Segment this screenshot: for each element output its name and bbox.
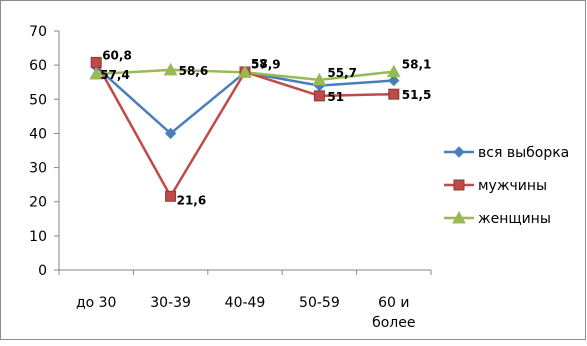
data-label: 58,1: [402, 58, 432, 72]
y-tick-label: 40: [29, 126, 47, 142]
data-point: [238, 65, 252, 78]
data-point: [90, 56, 102, 68]
data-label: 55,7: [327, 66, 357, 80]
x-tick-label: 40-49: [225, 295, 266, 311]
data-labels: 60,8 21,6 58 51 51,5 57,4 58,6 57,9 55,7 58,1: [100, 48, 431, 207]
legend-marker: [453, 179, 465, 191]
x-tick-label: 60 и: [378, 295, 409, 311]
data-point: [163, 62, 178, 76]
legend-label: женщины: [478, 211, 551, 227]
x-tick-label: 50-59: [299, 295, 340, 311]
legend-entry: женщины: [444, 210, 551, 227]
x-tick-label: 30-39: [150, 295, 191, 311]
legend-entry: мужчины: [444, 178, 547, 194]
y-tick-label: 70: [29, 24, 47, 40]
legend-marker: [453, 146, 465, 158]
y-tick-label: 20: [29, 195, 47, 211]
data-point: [313, 90, 325, 102]
data-point: [164, 127, 177, 140]
data-label: 21,6: [177, 193, 207, 207]
x-tick-label: до 30: [76, 295, 117, 311]
y-tick-label: 30: [29, 161, 47, 177]
series-lines: [89, 56, 401, 202]
data-point: [312, 72, 327, 86]
data-point: [386, 64, 401, 78]
data-point: [388, 74, 400, 87]
x-tick-label: более: [372, 315, 415, 331]
y-tick-label: 0: [38, 263, 47, 279]
legend-marker: [452, 210, 466, 224]
axes: 0 10 20 30 40 50 60 70 до 30 30-39 40-49 50-59 60 и б…: [29, 24, 432, 331]
data-label: 60,8: [102, 48, 132, 62]
data-point: [165, 190, 177, 202]
data-label: 58: [251, 57, 268, 71]
legend-label: мужчины: [478, 178, 547, 194]
y-tick-label: 10: [29, 229, 47, 245]
legend-label: вся выборка: [478, 145, 569, 161]
data-label: 57,4: [100, 68, 130, 82]
data-label: 51,5: [402, 88, 432, 102]
y-tick-label: 50: [29, 92, 47, 108]
data-point: [89, 66, 104, 80]
legend: вся выборка мужчины женщины: [444, 145, 569, 227]
y-tick-label: 60: [29, 58, 47, 74]
data-point: [388, 88, 400, 100]
legend-entry: вся выборка: [444, 145, 569, 161]
data-label: 51: [327, 90, 344, 104]
data-label: 57,9: [251, 57, 281, 71]
data-label: 58,6: [179, 64, 209, 78]
